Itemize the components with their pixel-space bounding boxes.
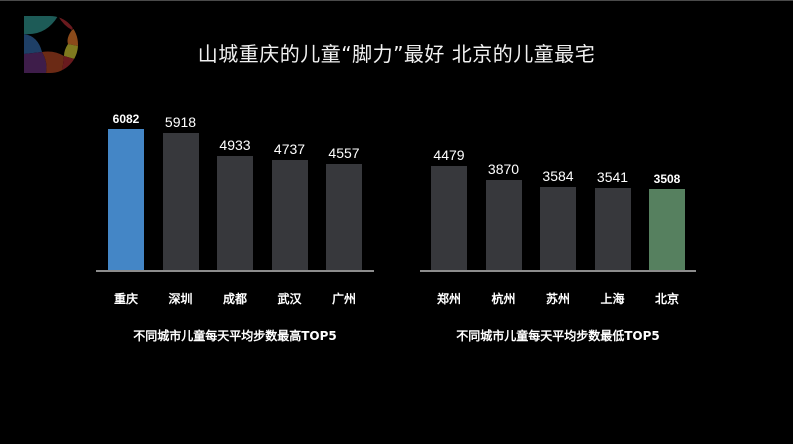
bar-杭州: [485, 180, 522, 270]
category-label: 广州: [331, 292, 356, 306]
bar-郑州: [431, 166, 467, 270]
page-title: 山城重庆的儿童“脚力”最好 北京的儿童最宅: [197, 42, 596, 66]
bar-深圳: [162, 133, 199, 270]
bar-value-label: 3584: [542, 168, 574, 184]
chart-caption: 不同城市儿童每天平均步数最低TOP5: [456, 329, 660, 343]
bar-value-label: 5918: [164, 114, 197, 130]
bar-广州: [326, 164, 362, 270]
bar-value-label: 4557: [328, 145, 360, 161]
bar-成都: [217, 156, 253, 270]
chart-caption: 不同城市儿童每天平均步数最高TOP5: [133, 329, 337, 343]
top-border: [0, 0, 793, 1]
bar-value-label: 3508: [653, 172, 681, 186]
bar-value-label: 4737: [273, 141, 306, 157]
bar-上海: [594, 188, 631, 270]
bar-value-label: 6082: [112, 112, 140, 126]
category-label: 深圳: [168, 292, 193, 306]
x-axis-baseline: [96, 270, 374, 272]
logo-d-icon: [24, 16, 78, 73]
x-axis-baseline: [420, 270, 696, 272]
bar-value-label: 4479: [433, 147, 465, 163]
category-label: 北京: [654, 292, 679, 306]
bar-value-label: 3870: [487, 161, 520, 177]
category-label: 郑州: [436, 292, 461, 306]
category-label: 上海: [600, 292, 625, 306]
category-label: 武汉: [277, 292, 302, 306]
category-label: 成都: [222, 292, 247, 306]
bar-value-label: 4933: [219, 137, 251, 153]
bar-value-label: 3541: [596, 169, 629, 185]
category-label: 苏州: [545, 292, 570, 306]
bar-苏州: [540, 187, 576, 270]
category-label: 杭州: [491, 292, 516, 306]
bar-重庆: [108, 129, 144, 270]
bar-北京: [649, 189, 685, 270]
category-label: 重庆: [113, 292, 138, 306]
bar-武汉: [271, 160, 308, 270]
